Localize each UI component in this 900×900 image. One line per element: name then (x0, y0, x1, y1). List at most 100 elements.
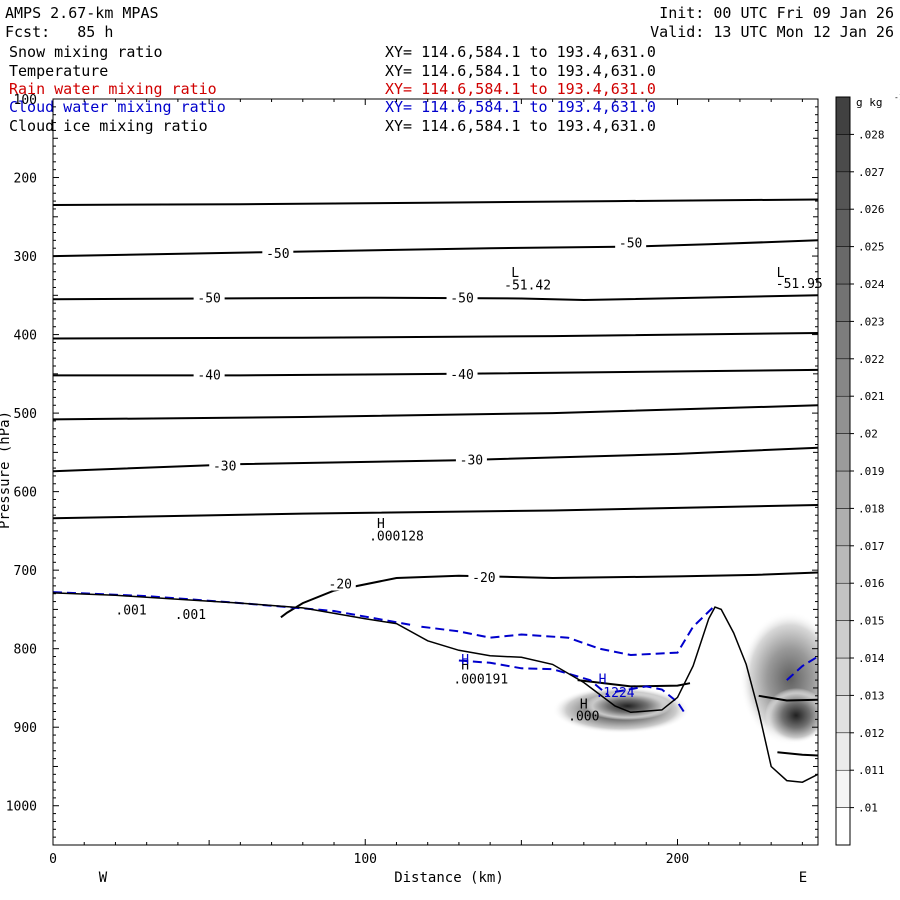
colorbar-swatch (835, 508, 851, 547)
extremum-label: .1224 (595, 686, 634, 701)
colorbar-tick-label: .028 (858, 128, 885, 141)
temperature-contour-label: -30 (460, 453, 483, 468)
y-axis-label: Pressure (hPa) (0, 411, 13, 529)
colorbar-swatch (835, 134, 851, 173)
field-name-cloud-water: Cloud water mixing ratio (9, 98, 226, 116)
extremum-label: H (461, 658, 469, 673)
contour-label-bg (615, 234, 647, 250)
temperature-contour-label: -50 (619, 237, 642, 252)
colorbar-swatch (835, 769, 851, 808)
extremum-label: H (599, 673, 607, 688)
snow-blob-3 (764, 687, 818, 743)
contour-label-bg (193, 289, 225, 305)
cloud-water-contour-4 (786, 655, 818, 681)
temperature-contours: -50 -50 -50 -50 -40 -40 -30 -30 -20 -20 (53, 198, 818, 757)
temperature-contour-label: -30 (213, 460, 236, 475)
colorbar-tick-label: .023 (858, 315, 885, 328)
cloud-water-contour-2 (458, 659, 610, 697)
colorbar-tick-label: .02 (858, 428, 878, 441)
colorbar-tick-label: .016 (858, 577, 885, 590)
temperature-contour-label: -20 (329, 578, 352, 593)
extremum-label: H (461, 653, 469, 668)
cloud-water-contour-3 (614, 685, 685, 713)
colorbar-tick-label: .026 (858, 203, 885, 216)
init-time: Init: 00 UTC Fri 09 Jan 26 (659, 4, 894, 22)
colorbar-swatch (835, 283, 851, 322)
temperature-contour-label: -50 (266, 247, 289, 262)
colorbar-tick-label: .019 (858, 465, 885, 478)
colorbar-swatch (835, 246, 851, 285)
model-title: AMPS 2.67-km MPAS (5, 4, 159, 22)
colorbar-unit-exponent: -1 (894, 93, 900, 102)
colorbar-swatch (835, 545, 851, 584)
temperature-contour-8 (280, 571, 818, 619)
terrain-profile (53, 592, 818, 783)
contour-label-bg (468, 569, 500, 585)
y-tick-label: 800 (14, 643, 37, 658)
temperature-contour-7 (53, 504, 818, 520)
colorbar-swatch (835, 321, 851, 360)
contour-label-bg (262, 244, 294, 260)
extremum-label: .000128 (369, 530, 424, 545)
extremum-label: L (777, 266, 785, 281)
colorbar-tick-label: .021 (858, 390, 885, 403)
field-name-cloud-ice: Cloud ice mixing ratio (9, 117, 208, 135)
colorbar-swatch (835, 395, 851, 434)
temperature-contour-2 (53, 294, 818, 302)
contour-label-bg (446, 289, 478, 305)
extremum-label: .000191 (453, 673, 508, 688)
colorbar-tick-label: .01 (858, 802, 878, 815)
extremum-label: H (377, 517, 385, 532)
extremum-label: .000 (568, 709, 599, 724)
contour-label-bg (209, 457, 241, 473)
temperature-contour-1 (53, 239, 818, 258)
colorbar-tick-label: .025 (858, 241, 885, 254)
contour-label-bg (455, 451, 487, 467)
y-tick-label: 400 (14, 329, 37, 344)
colorbar-swatch (835, 695, 851, 734)
extremum-label: -51.95 (776, 277, 823, 292)
temperature-contour-0 (53, 198, 818, 206)
y-tick-label: 200 (14, 172, 37, 187)
contour-label-bg (324, 575, 356, 591)
x-axis-label: Distance (km) (394, 870, 504, 886)
x-axis: 0 100 200 (49, 99, 803, 867)
plot-frame (52, 98, 819, 846)
y-tick-label: 300 (14, 250, 37, 265)
colorbar-swatch (835, 620, 851, 659)
temperature-contour-label: -20 (472, 571, 495, 586)
field-name-rain: Rain water mixing ratio (9, 80, 217, 98)
extremum-label: -51.42 (504, 278, 551, 293)
y-tick-label: 700 (14, 564, 37, 579)
y-tick-label: 1000 (6, 800, 37, 815)
extremum-label: .001 (115, 603, 146, 618)
x-tick-label: 100 (354, 852, 377, 867)
extremum-label: H (580, 698, 588, 713)
east-endpoint-label: E (799, 870, 807, 886)
temperature-contour-label: -50 (450, 292, 473, 307)
cloud-water-contours (53, 591, 818, 713)
field-name-snow: Snow mixing ratio (9, 43, 163, 61)
forecast-hour: Fcst: 85 h (5, 23, 114, 41)
colorbar-swatch (835, 807, 851, 846)
y-tick-label: 600 (14, 486, 37, 501)
temperature-contour-label: -50 (197, 292, 220, 307)
valid-time: Valid: 13 UTC Mon 12 Jan 26 (650, 23, 894, 41)
colorbar-swatch (835, 208, 851, 247)
colorbar-tick-label: .027 (858, 166, 885, 179)
contour-label-bg (193, 366, 225, 382)
colorbar-tick-label: .011 (858, 764, 885, 777)
cloud-water-contour-1 (421, 604, 716, 657)
colorbar-swatch (835, 582, 851, 621)
snow-shading (552, 611, 818, 746)
field-annotations: L-51.42L-51.95H.000128.001.001H.000191HH… (115, 266, 822, 725)
x-tick-label: 200 (666, 852, 689, 867)
temperature-contour-10 (758, 694, 818, 702)
colorbar: .01 .011 .012 .013 .014 .015 .016 .017 .018 .019.… (835, 93, 900, 846)
colorbar-tick-label: .024 (858, 278, 885, 291)
temperature-contour-5 (53, 404, 818, 421)
colorbar-swatch (835, 171, 851, 210)
colorbar-tick-label: .018 (858, 502, 885, 515)
field-xy-cloud-ice: XY= 114.6,584.1 to 193.4,631.0 (385, 117, 656, 135)
